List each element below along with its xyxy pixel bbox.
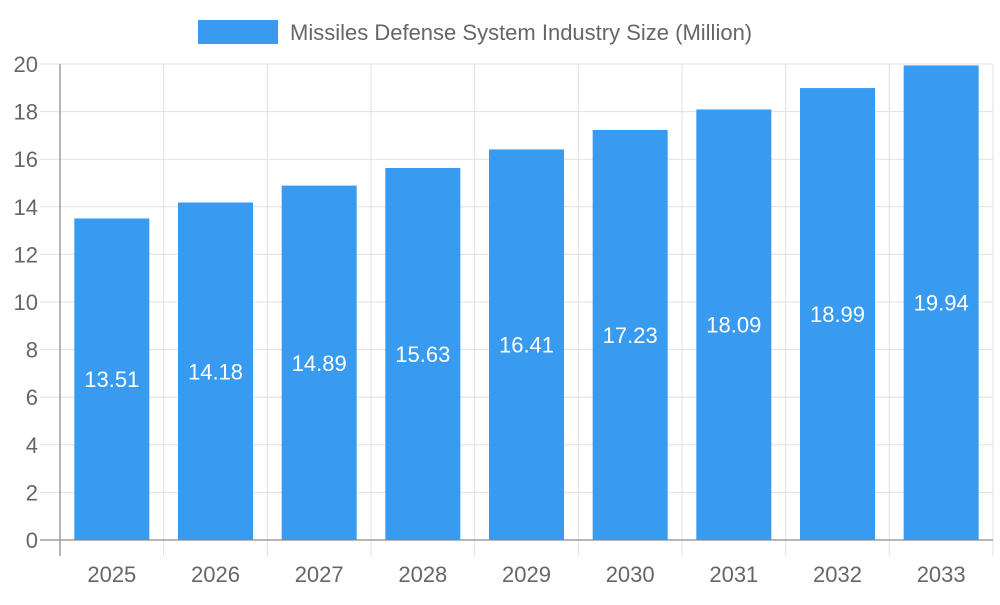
legend-swatch — [198, 20, 278, 44]
x-tick-label: 2032 — [813, 562, 862, 587]
x-tick-label: 2027 — [295, 562, 344, 587]
x-tick-label: 2028 — [398, 562, 447, 587]
bar — [281, 185, 357, 541]
bar — [74, 218, 150, 540]
data-label: 14.18 — [188, 359, 243, 384]
y-tick-label: 2 — [26, 480, 38, 505]
bar — [489, 149, 564, 540]
data-label: 18.09 — [706, 313, 761, 338]
y-tick-label: 20 — [14, 52, 38, 77]
data-label: 17.23 — [603, 323, 658, 348]
legend[interactable]: Missiles Defense System Industry Size (M… — [198, 20, 752, 45]
x-tick-label: 2025 — [87, 562, 136, 587]
y-tick-label: 6 — [26, 385, 38, 410]
x-tick-label: 2030 — [606, 562, 655, 587]
bar — [903, 65, 979, 540]
bar — [696, 109, 772, 540]
y-tick-label: 12 — [14, 242, 38, 267]
data-label: 14.89 — [292, 351, 347, 376]
y-tick-label: 14 — [14, 195, 38, 220]
y-tick-label: 10 — [14, 290, 38, 315]
y-tick-label: 8 — [26, 338, 38, 363]
y-tick-label: 4 — [26, 433, 38, 458]
x-tick-label: 2029 — [502, 562, 551, 587]
data-label: 13.51 — [84, 367, 139, 392]
bar — [385, 168, 461, 541]
data-label: 19.94 — [914, 291, 969, 316]
bar — [592, 129, 668, 540]
data-label: 16.41 — [499, 333, 554, 358]
x-tick-label: 2033 — [917, 562, 966, 587]
data-label: 15.63 — [395, 342, 450, 367]
x-tick-label: 2031 — [709, 562, 758, 587]
x-tick-label: 2026 — [191, 562, 240, 587]
y-tick-label: 16 — [14, 147, 38, 172]
data-label: 18.99 — [810, 302, 865, 327]
y-tick-label: 0 — [26, 528, 38, 553]
legend-label: Missiles Defense System Industry Size (M… — [290, 20, 752, 45]
bar — [800, 88, 875, 541]
y-tick-label: 18 — [14, 100, 38, 125]
bar — [178, 202, 253, 541]
